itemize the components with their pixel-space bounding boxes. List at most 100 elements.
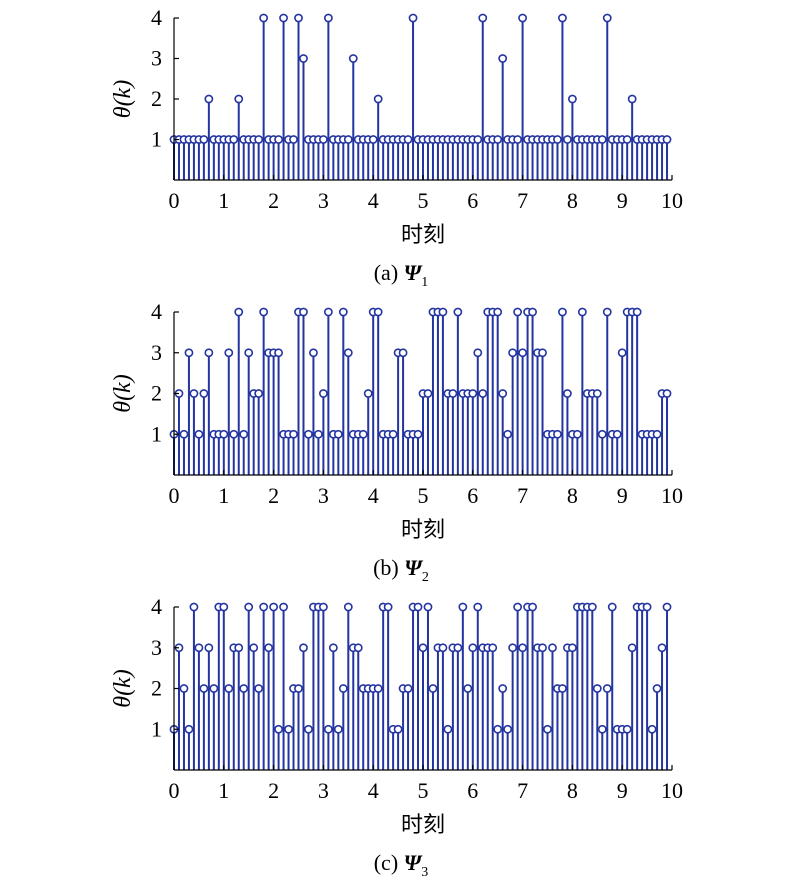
x-tick-label: 4 <box>368 483 379 508</box>
caption-prefix: (a) <box>374 260 404 285</box>
stem-marker <box>473 602 483 612</box>
stem-marker <box>657 643 667 653</box>
y-tick-label: 3 <box>151 635 162 660</box>
stem-marker <box>224 348 234 358</box>
stem-marker <box>543 724 552 734</box>
x-tick-label: 0 <box>169 483 180 508</box>
stem-marker <box>652 429 662 439</box>
y-tick-label: 1 <box>151 421 162 446</box>
stem-marker <box>264 643 274 653</box>
stem-marker <box>338 307 348 317</box>
stem-marker <box>358 429 368 439</box>
panel-caption: (c) Ψ3 <box>374 850 429 880</box>
x-tick-label: 0 <box>169 188 180 213</box>
stem-marker <box>199 684 209 693</box>
stem-marker <box>488 643 498 653</box>
caption-subscript: 3 <box>421 865 428 880</box>
stem-marker <box>318 135 328 144</box>
x-tick-label: 9 <box>617 188 628 213</box>
stem-marker <box>353 643 363 653</box>
stem-marker <box>538 643 547 653</box>
stem-marker <box>279 602 288 612</box>
stem-marker <box>592 389 602 398</box>
stem-marker <box>363 389 373 398</box>
stem-marker <box>528 307 537 317</box>
stem-marker <box>328 643 338 653</box>
stem-marker <box>662 389 672 398</box>
stem-marker <box>428 684 438 693</box>
stem-marker <box>468 643 478 653</box>
stem-marker <box>323 307 333 317</box>
stem-marker <box>438 307 448 317</box>
y-axis-label: θ(k) <box>110 669 136 707</box>
stem-marker <box>558 684 567 693</box>
stem-marker <box>254 135 264 144</box>
stem-marker <box>299 307 308 317</box>
stem-marker <box>309 348 318 358</box>
y-tick-label: 3 <box>151 340 162 365</box>
stem-marker <box>642 602 652 612</box>
stem-marker <box>617 348 627 358</box>
x-tick-label: 4 <box>368 778 379 803</box>
stem-marker <box>403 684 413 693</box>
stem-marker <box>518 13 527 23</box>
stem-marker <box>289 429 298 439</box>
x-tick-label: 3 <box>318 188 329 213</box>
stem-marker <box>179 684 189 693</box>
stem-marker <box>234 94 244 104</box>
stem-marker <box>219 602 229 612</box>
stem-marker <box>179 429 189 439</box>
x-tick-label: 8 <box>567 188 578 213</box>
caption-prefix: (b) <box>373 555 404 580</box>
panel-caption: (b) Ψ2 <box>373 555 429 585</box>
stem-marker <box>239 429 249 439</box>
stem-marker <box>184 724 194 734</box>
stem-marker <box>458 602 468 612</box>
stem-marker <box>498 684 508 693</box>
caption-subscript: 1 <box>421 275 428 290</box>
stem-marker <box>249 643 259 653</box>
stem-marker <box>597 135 607 144</box>
stem-marker <box>468 389 478 398</box>
stem-marker <box>518 348 527 358</box>
stem-marker <box>423 389 433 398</box>
stem-marker <box>627 643 637 653</box>
stem-marker <box>244 602 254 612</box>
stem-marker <box>224 684 234 693</box>
stem-marker <box>448 389 458 398</box>
stem-marker <box>189 389 199 398</box>
y-tick-label: 4 <box>151 299 162 324</box>
stem-marker <box>314 429 323 439</box>
stem-marker <box>622 724 632 734</box>
stem-marker <box>343 348 353 358</box>
stem-series-b <box>169 307 672 475</box>
x-tick-label: 4 <box>368 188 379 213</box>
x-axis-label: 时刻 <box>401 223 445 248</box>
x-tick-label: 5 <box>418 778 429 803</box>
x-tick-label: 7 <box>517 483 528 508</box>
stem-marker <box>478 13 488 23</box>
x-tick-label: 3 <box>318 483 329 508</box>
stem-marker <box>373 307 383 317</box>
x-tick-label: 9 <box>617 483 628 508</box>
stem-marker <box>622 135 632 144</box>
stem-marker <box>493 724 503 734</box>
stem-marker <box>373 94 383 104</box>
y-axis-label: θ(k) <box>110 374 136 412</box>
stem-marker <box>189 602 199 612</box>
stem-marker <box>548 643 557 653</box>
stem-marker <box>304 724 313 734</box>
stem-marker <box>318 389 328 398</box>
stem-marker <box>259 13 269 23</box>
stem-marker <box>234 307 244 317</box>
x-tick-label: 6 <box>467 188 478 213</box>
x-tick-label: 3 <box>318 778 329 803</box>
stem-marker <box>592 684 602 693</box>
x-tick-label: 10 <box>661 188 683 213</box>
stem-marker <box>602 684 612 693</box>
caption-symbol: Ψ <box>404 260 423 285</box>
x-tick-label: 5 <box>418 483 429 508</box>
stem-marker <box>473 135 483 144</box>
x-tick-label: 8 <box>567 778 578 803</box>
